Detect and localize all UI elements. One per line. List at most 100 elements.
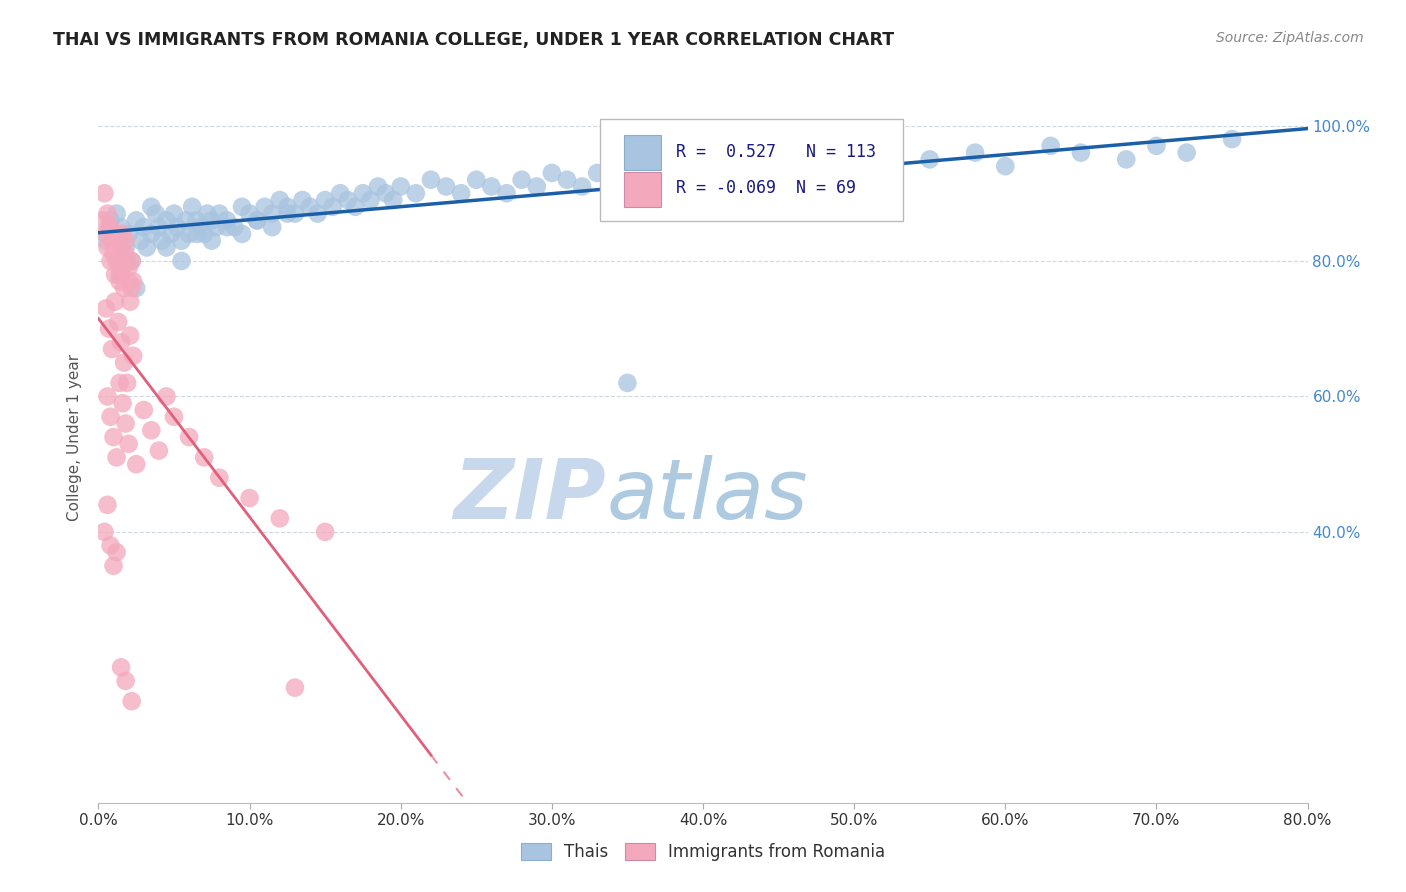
Point xyxy=(201,234,224,248)
Point xyxy=(120,294,142,309)
Point xyxy=(495,186,517,201)
Point xyxy=(122,274,145,288)
Point xyxy=(918,153,941,167)
Point xyxy=(231,227,253,241)
Point xyxy=(94,227,117,241)
Point xyxy=(96,498,118,512)
Point xyxy=(239,206,262,220)
Point xyxy=(132,403,155,417)
Point xyxy=(389,179,412,194)
Point xyxy=(329,186,352,201)
Legend: Thais, Immigrants from Romania: Thais, Immigrants from Romania xyxy=(515,836,891,868)
Point xyxy=(100,409,122,424)
Point xyxy=(118,437,141,451)
Point xyxy=(118,227,141,241)
Point xyxy=(96,206,118,220)
Point xyxy=(208,206,231,220)
Point xyxy=(94,234,117,248)
Point xyxy=(155,240,177,254)
Point xyxy=(405,186,427,201)
Point xyxy=(104,294,127,309)
Point xyxy=(208,471,231,485)
Point xyxy=(129,234,152,248)
Point xyxy=(163,409,186,424)
Point xyxy=(450,186,472,201)
Point xyxy=(382,193,405,207)
Point xyxy=(155,389,177,403)
Point xyxy=(586,166,609,180)
Point xyxy=(163,206,186,220)
Point xyxy=(723,166,745,180)
Point xyxy=(110,335,132,350)
Point xyxy=(179,227,201,241)
Point xyxy=(105,254,128,268)
Point xyxy=(118,274,141,288)
Point xyxy=(105,206,128,220)
Point xyxy=(170,234,193,248)
Point xyxy=(108,376,131,390)
Point xyxy=(269,511,291,525)
Point xyxy=(352,186,374,201)
Point xyxy=(125,213,148,227)
Point xyxy=(155,213,177,227)
Point xyxy=(94,301,117,316)
Point xyxy=(166,220,188,235)
Text: ZIP: ZIP xyxy=(454,455,606,536)
Point xyxy=(1039,139,1062,153)
Point xyxy=(186,227,208,241)
Point xyxy=(571,179,593,194)
Point xyxy=(186,213,208,227)
Point xyxy=(179,430,201,444)
Point xyxy=(121,254,143,268)
Text: R =  0.527   N = 113: R = 0.527 N = 113 xyxy=(676,143,876,161)
FancyBboxPatch shape xyxy=(624,135,661,170)
Point xyxy=(132,220,155,235)
Point xyxy=(105,227,128,241)
Point xyxy=(98,220,121,235)
Point xyxy=(344,200,367,214)
Point xyxy=(104,268,127,282)
Point xyxy=(510,172,533,186)
Point xyxy=(141,423,163,437)
Point xyxy=(121,281,143,295)
Point xyxy=(481,179,503,194)
Point xyxy=(111,260,134,275)
Point xyxy=(783,166,806,180)
Point xyxy=(110,220,132,235)
Point xyxy=(118,260,141,275)
Point xyxy=(367,179,389,194)
Text: Source: ZipAtlas.com: Source: ZipAtlas.com xyxy=(1216,31,1364,45)
Point xyxy=(111,396,134,410)
Point xyxy=(616,179,638,194)
Point xyxy=(602,172,624,186)
Point xyxy=(374,186,396,201)
Point xyxy=(114,673,136,688)
Point xyxy=(150,234,173,248)
Point xyxy=(115,254,138,268)
Point xyxy=(115,376,138,390)
Text: R = -0.069  N = 69: R = -0.069 N = 69 xyxy=(676,179,856,197)
Point xyxy=(752,159,775,173)
Point xyxy=(314,524,336,539)
Point xyxy=(284,681,307,695)
Point xyxy=(314,193,336,207)
Point xyxy=(1115,153,1137,167)
Point xyxy=(994,159,1017,173)
Point xyxy=(100,213,122,227)
Point xyxy=(215,213,238,227)
Text: atlas: atlas xyxy=(606,455,808,536)
Point xyxy=(107,254,129,268)
Point xyxy=(253,200,276,214)
Point xyxy=(262,206,284,220)
Point xyxy=(231,200,253,214)
Point xyxy=(193,450,215,465)
Point xyxy=(101,342,124,356)
Point xyxy=(269,193,291,207)
FancyBboxPatch shape xyxy=(600,119,903,221)
Point xyxy=(96,240,118,254)
Point xyxy=(190,220,212,235)
Point xyxy=(114,417,136,431)
Point xyxy=(322,200,344,214)
Point xyxy=(135,240,157,254)
Point xyxy=(246,213,269,227)
